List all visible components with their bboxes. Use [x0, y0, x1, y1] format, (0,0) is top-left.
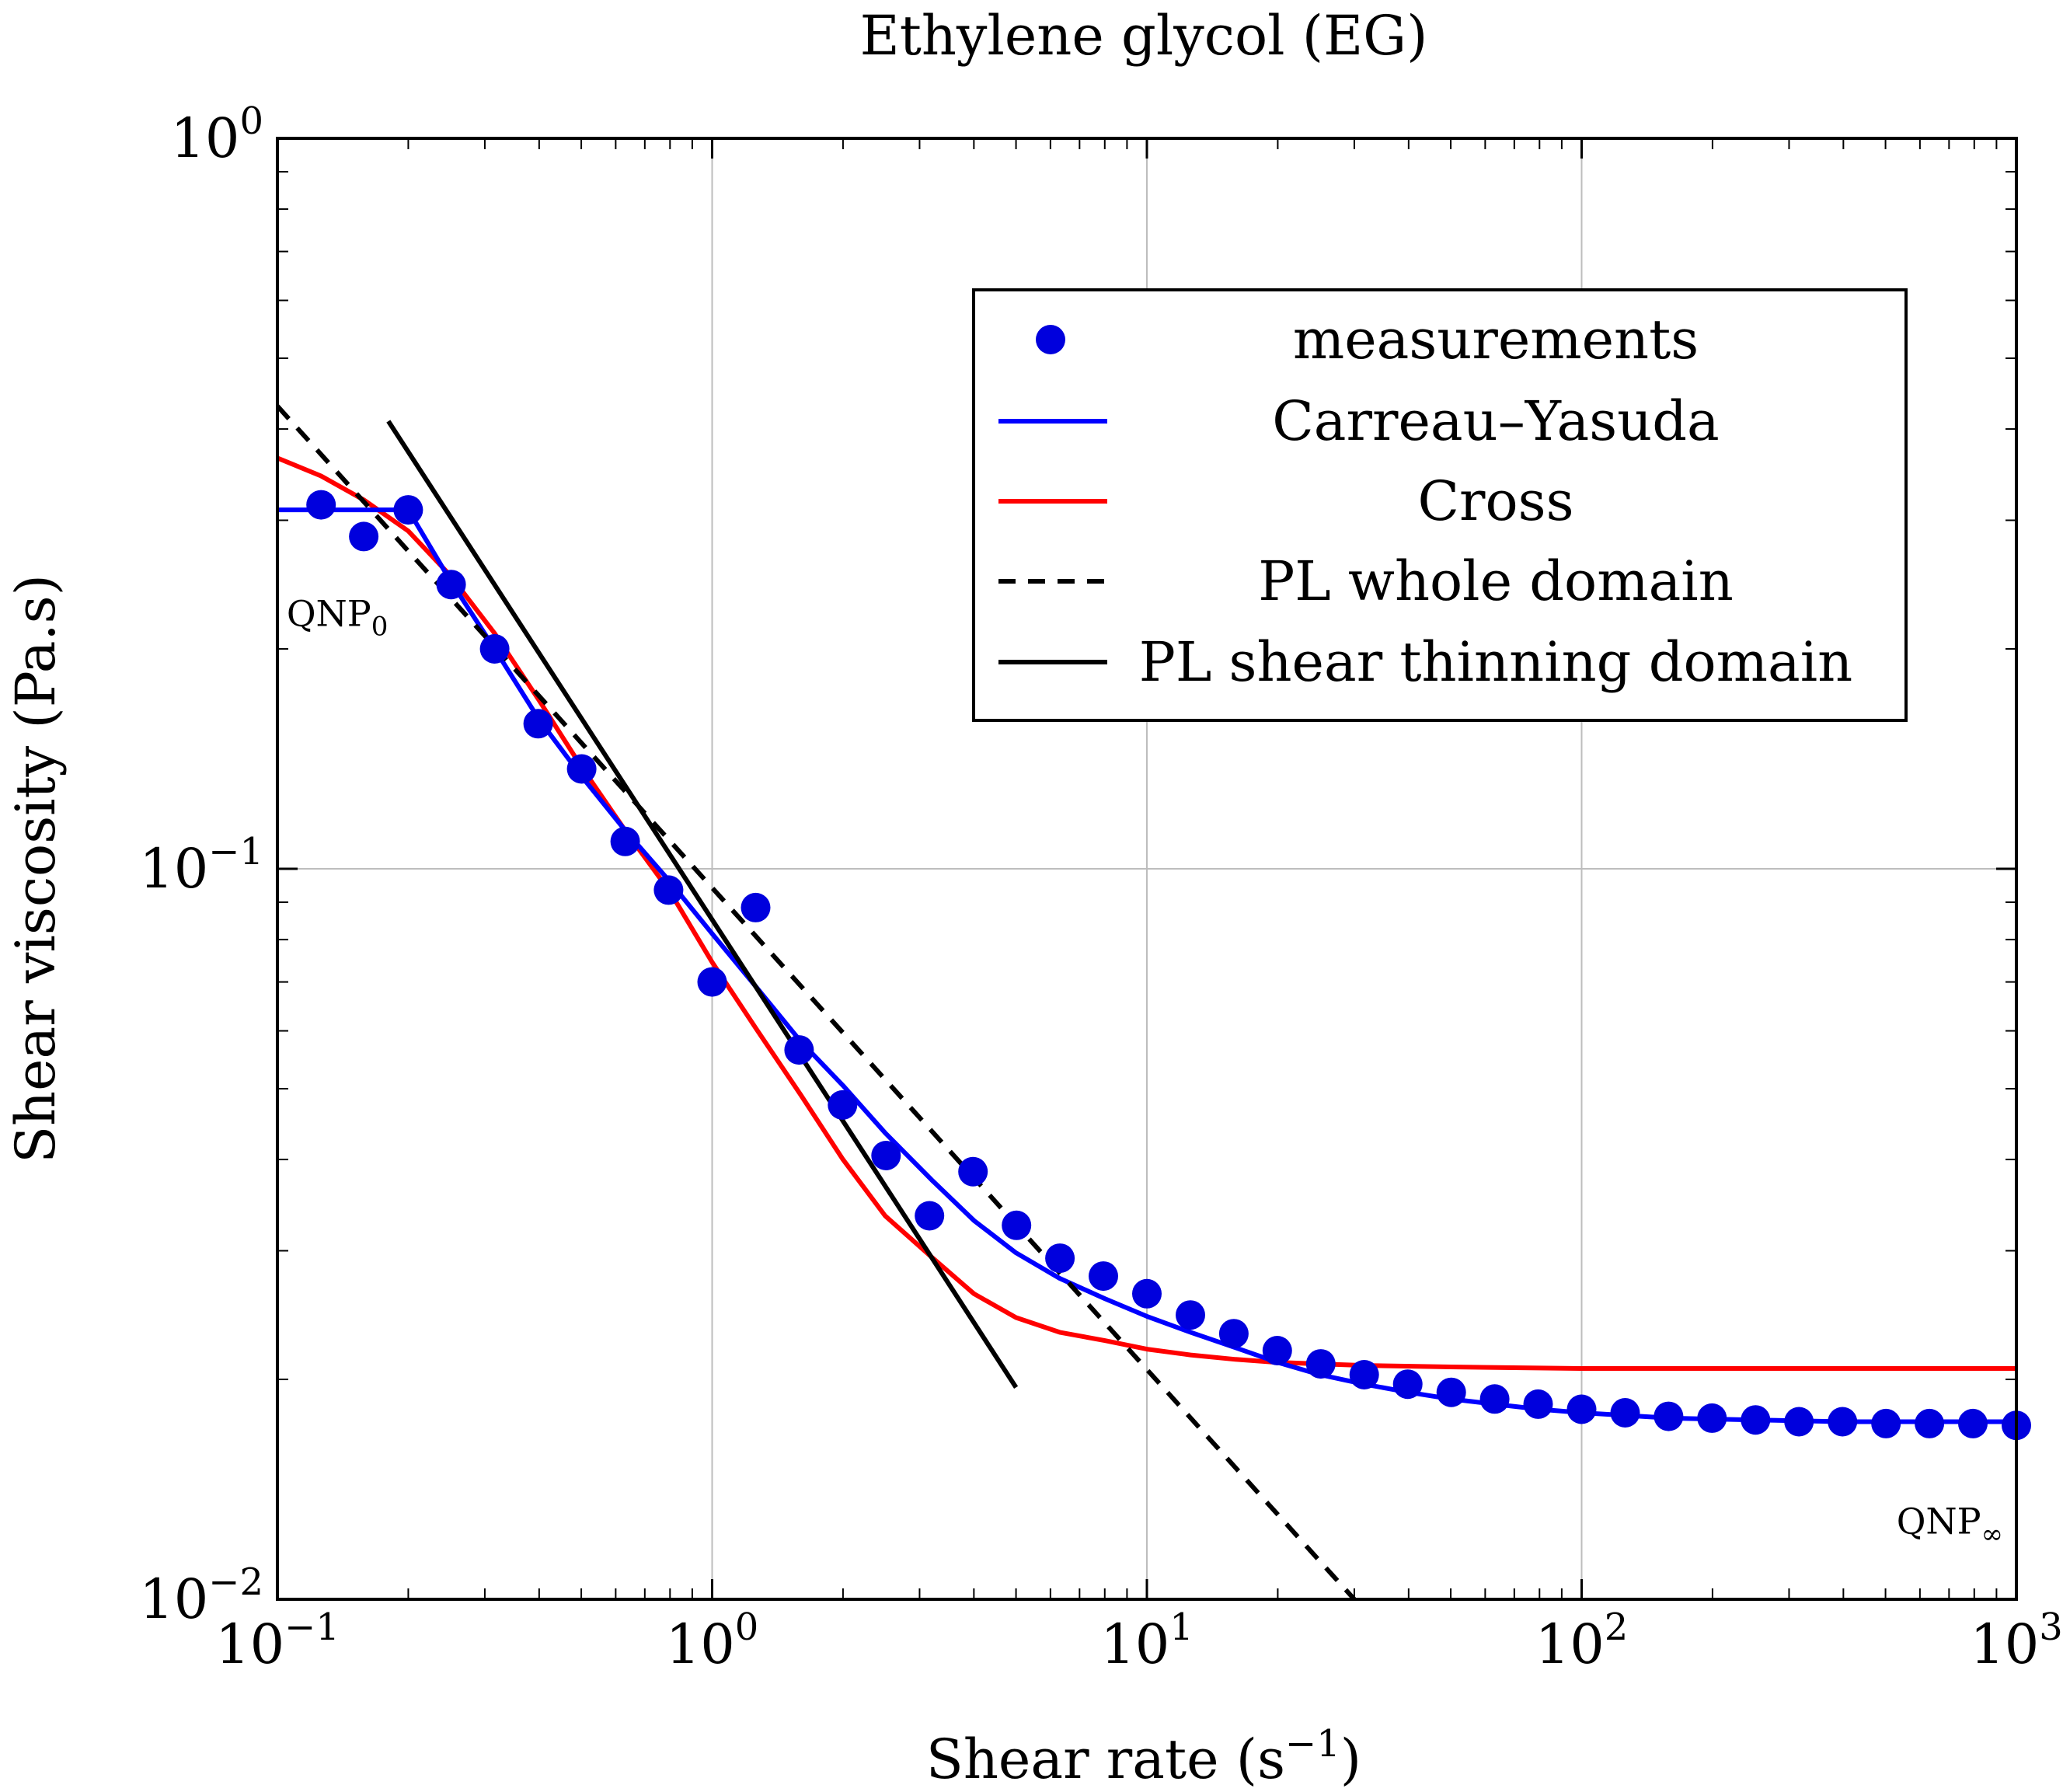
- measurement-point: [1741, 1405, 1771, 1435]
- measurement-point: [1089, 1261, 1118, 1292]
- legend-label: PL shear thinning domain: [1139, 630, 1853, 694]
- legend-label: Cross: [1417, 469, 1573, 533]
- measurement-point: [1697, 1403, 1727, 1433]
- measurement-point: [1958, 1408, 1988, 1438]
- legend-label: Carreau–Yasuda: [1272, 389, 1720, 453]
- measurement-point: [828, 1089, 858, 1120]
- x-axis-label: Shear rate (s−1): [926, 1722, 1361, 1791]
- measurement-point: [1218, 1319, 1249, 1349]
- x-tick-label: 101: [1100, 1605, 1194, 1676]
- measurement-point: [1132, 1278, 1162, 1309]
- measurement-point: [610, 826, 640, 856]
- measurement-point: [1479, 1384, 1510, 1414]
- measurement-point: [1176, 1300, 1205, 1330]
- measurement-point: [653, 875, 684, 905]
- measurement-point: [1828, 1407, 1858, 1437]
- measurement-point: [784, 1035, 814, 1065]
- legend-label: measurements: [1293, 308, 1699, 371]
- series-line-pl-whole-domain: [277, 404, 1357, 1599]
- measurement-point: [349, 521, 379, 552]
- measurement-point: [1002, 1210, 1032, 1240]
- measurement-point: [958, 1156, 988, 1187]
- y-tick-label: 10−1: [139, 830, 263, 901]
- measurement-point: [393, 495, 423, 525]
- measurement-points: [306, 490, 2031, 1441]
- x-tick-label: 102: [1535, 1605, 1629, 1676]
- legend-box: [972, 288, 1908, 722]
- measurement-point: [523, 709, 553, 739]
- measurement-point: [1654, 1401, 1684, 1431]
- measurement-point: [1784, 1407, 1814, 1437]
- measurement-point: [1523, 1389, 1553, 1419]
- x-tick-label: 10−1: [215, 1605, 340, 1676]
- y-tick-label: 10−2: [139, 1560, 263, 1631]
- measurement-point: [306, 490, 336, 520]
- measurement-point: [1392, 1369, 1423, 1400]
- measurement-point: [1262, 1336, 1292, 1365]
- y-axis-label: Shear viscosity (Pa.s): [4, 574, 68, 1163]
- measurement-point: [697, 967, 727, 997]
- annotation-label: QNP0: [287, 593, 389, 643]
- series-layer: [277, 404, 2031, 1599]
- measurement-point: [871, 1141, 901, 1170]
- measurement-point: [479, 634, 510, 664]
- measurement-point: [1610, 1398, 1640, 1428]
- measurement-point: [741, 892, 771, 922]
- measurement-point: [1436, 1377, 1466, 1407]
- series-line-carreau-yasuda: [277, 507, 2016, 1424]
- series-line-pl-shear-thinning-domain: [386, 420, 1019, 1389]
- annotation-label: QNP∞: [1897, 1500, 2003, 1550]
- y-tick-label: 100: [170, 99, 263, 170]
- measurement-point: [1305, 1349, 1336, 1379]
- measurement-point: [1045, 1243, 1075, 1274]
- axis-ticks: [276, 137, 2018, 1601]
- x-tick-label: 103: [1970, 1605, 2063, 1676]
- measurement-point: [566, 754, 597, 784]
- x-tick-label: 100: [666, 1605, 759, 1676]
- legend: measurements Carreau–Yasuda Cross PL whole …: [972, 288, 1908, 722]
- measurement-point: [1915, 1408, 1945, 1438]
- measurement-point: [1566, 1394, 1597, 1424]
- measurement-point: [1349, 1360, 1379, 1389]
- measurement-point: [1871, 1408, 1901, 1438]
- legend-marker-measurements: [1036, 325, 1065, 354]
- chart-title: Ethylene glycol (EG): [860, 4, 1428, 68]
- annotations: QNP0 QNP∞: [287, 593, 2003, 1550]
- legend-label: PL whole domain: [1258, 549, 1734, 613]
- measurement-point: [436, 570, 466, 600]
- measurement-point: [915, 1201, 945, 1231]
